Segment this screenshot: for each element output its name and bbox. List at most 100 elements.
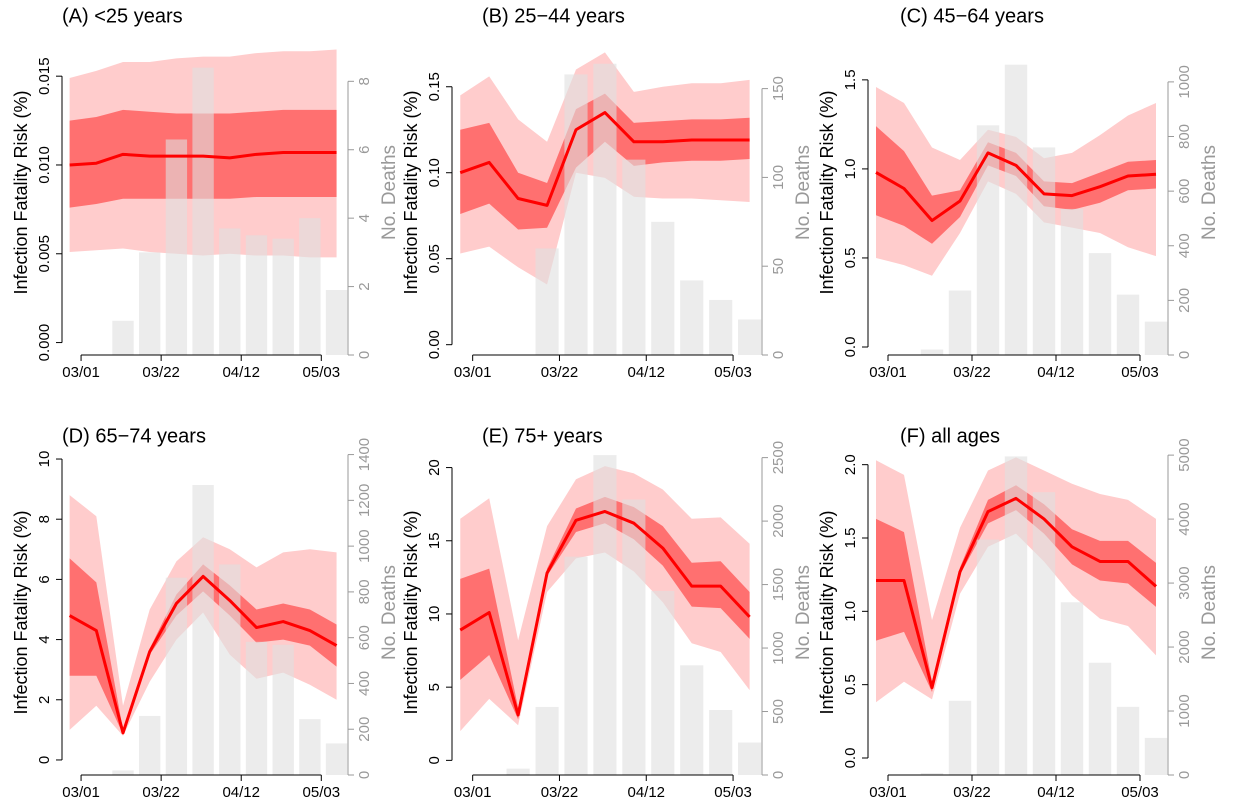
ifr-line: [459, 111, 750, 207]
y2-axis-label: No. Deaths: [793, 565, 814, 660]
death-bar: [1004, 64, 1028, 355]
y2-tick-label: 400: [1176, 233, 1193, 258]
y2-tick-label: 1200: [356, 484, 373, 517]
death-bar: [948, 290, 972, 355]
x-tick-label: 03/22: [953, 784, 991, 800]
x-tick-label: 05/03: [1121, 364, 1159, 381]
death-bar: [1088, 662, 1112, 775]
y2-tick-label: 2: [356, 282, 373, 290]
y2-tick-label: 1000: [1176, 694, 1193, 727]
y2-tick-label: 8: [356, 77, 373, 85]
y2-tick-label: 600: [1176, 179, 1193, 204]
death-bar: [976, 125, 1000, 355]
uncertainty-band: [460, 93, 750, 230]
ifr-line: [459, 509, 751, 717]
y2-tick-label: 200: [356, 717, 373, 742]
y2-tick-label: 0: [1176, 351, 1193, 359]
death-bar: [535, 248, 559, 355]
x-tick-label: 04/12: [627, 784, 665, 800]
death-bar: [564, 74, 588, 355]
y2-tick-label: 1000: [770, 631, 787, 664]
y-tick-label: 0.00: [426, 330, 443, 359]
y2-tick-label: 1000: [356, 529, 373, 562]
x-tick-label: 04/12: [1037, 784, 1075, 800]
y2-tick-label: 600: [356, 625, 373, 650]
x-tick-label: 04/12: [222, 784, 260, 800]
uncertainty-band: [460, 496, 750, 720]
death-bar: [219, 564, 241, 775]
ifr-line: [68, 574, 338, 735]
x-tick-label: 03/22: [541, 784, 579, 800]
y2-tick-label: 50: [770, 258, 787, 275]
y-tick-label: 0.000: [36, 324, 53, 362]
ifr-line: [875, 151, 1157, 223]
y-tick-label: 0.0: [842, 337, 859, 358]
death-bar: [219, 228, 241, 355]
death-bar: [651, 590, 675, 775]
y-tick-label: 0: [426, 756, 443, 764]
x-tick-label: 03/22: [953, 364, 991, 381]
y-tick-label: 1.0: [842, 158, 859, 179]
y2-tick-label: 500: [770, 699, 787, 724]
y2-axis-label: No. Deaths: [379, 565, 400, 660]
y-tick-label: 10: [426, 606, 443, 623]
y2-tick-label: 4000: [1176, 502, 1193, 535]
y-tick-label: 8: [36, 515, 53, 523]
y-axis-label: Infection Fatality Risk (%): [401, 90, 421, 294]
death-bar: [680, 280, 704, 355]
death-bar: [325, 290, 348, 355]
y-tick-label: 6: [36, 575, 53, 583]
y-tick-label: 2.0: [842, 454, 859, 475]
death-bar: [192, 485, 214, 775]
y2-tick-label: 6: [356, 146, 373, 154]
y2-tick-label: 800: [356, 579, 373, 604]
uncertainty-band: [876, 485, 1156, 692]
y2-axis-label: No. Deaths: [1199, 565, 1220, 660]
death-bar: [920, 349, 944, 355]
death-bar: [165, 139, 188, 355]
death-bar: [1060, 602, 1084, 775]
y2-tick-label: 5000: [1176, 438, 1193, 471]
death-bar: [1088, 253, 1112, 355]
y2-tick-label: 0: [356, 351, 373, 359]
y2-tick-label: 2500: [770, 441, 787, 474]
y2-axis-label: No. Deaths: [793, 145, 814, 240]
x-tick-label: 05/03: [1121, 784, 1159, 800]
y2-axis-label: No. Deaths: [379, 145, 400, 240]
y2-tick-label: 0: [770, 351, 787, 359]
death-bar: [165, 577, 188, 775]
death-bar: [1060, 208, 1084, 355]
y-tick-label: 0.015: [36, 57, 53, 95]
y-tick-label: 0.5: [842, 248, 859, 269]
x-tick-label: 03/01: [869, 784, 907, 800]
death-bar: [738, 742, 762, 775]
y-tick-label: 10: [36, 451, 53, 468]
death-bar: [1144, 737, 1168, 775]
x-tick-label: 03/01: [62, 364, 100, 381]
y-tick-label: 15: [426, 532, 443, 549]
death-bar: [139, 715, 161, 775]
y-tick-label: 1.0: [842, 601, 859, 622]
death-bar: [1032, 147, 1056, 355]
y-tick-label: 0.15: [426, 72, 443, 101]
x-tick-label: 05/03: [303, 364, 341, 381]
death-bar: [506, 768, 530, 775]
death-bar: [535, 706, 559, 775]
y2-tick-label: 1500: [770, 568, 787, 601]
death-bar: [738, 319, 762, 355]
uncertainty-band: [876, 457, 1156, 703]
y2-tick-label: 1400: [356, 438, 373, 471]
death-bar: [920, 773, 944, 775]
y2-tick-label: 400: [356, 671, 373, 696]
x-tick-label: 03/01: [869, 364, 907, 381]
y-tick-label: 0.5: [842, 674, 859, 695]
death-bar: [1032, 492, 1056, 775]
panel: (E) 75+ years 0 5 10 15 20 Infection Fatality …: [401, 425, 814, 800]
death-bar: [272, 644, 294, 775]
y-tick-label: 4: [36, 635, 53, 643]
y-tick-label: 2: [36, 696, 53, 704]
death-bar: [245, 235, 268, 355]
death-bar: [622, 499, 646, 775]
death-bar: [622, 159, 646, 355]
